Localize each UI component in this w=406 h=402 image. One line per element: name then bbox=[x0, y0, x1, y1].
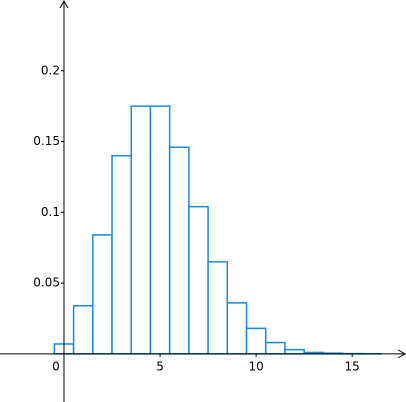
x-axis-arrow bbox=[397, 349, 406, 359]
bar bbox=[207, 261, 229, 355]
x-tick-label: 10 bbox=[248, 359, 263, 373]
bar bbox=[149, 105, 171, 355]
bar bbox=[130, 105, 152, 355]
bar bbox=[188, 205, 209, 355]
bar bbox=[111, 154, 132, 355]
bar bbox=[92, 234, 113, 355]
x-tick-label: 5 bbox=[156, 359, 164, 373]
y-tick-label: 0.15 bbox=[33, 134, 60, 148]
y-tick-label: 0.1 bbox=[41, 205, 60, 219]
bar bbox=[245, 327, 267, 355]
bar bbox=[284, 348, 305, 355]
bar bbox=[264, 341, 286, 355]
y-tick-label: 0.2 bbox=[41, 63, 60, 77]
x-tick-label: 15 bbox=[345, 359, 360, 373]
y-tick-label: 0.05 bbox=[33, 276, 60, 290]
bar bbox=[168, 146, 190, 355]
x-tick-label: 0 bbox=[52, 359, 60, 373]
bar bbox=[226, 302, 248, 355]
bar bbox=[72, 304, 94, 355]
y-axis-arrow bbox=[59, 0, 69, 9]
